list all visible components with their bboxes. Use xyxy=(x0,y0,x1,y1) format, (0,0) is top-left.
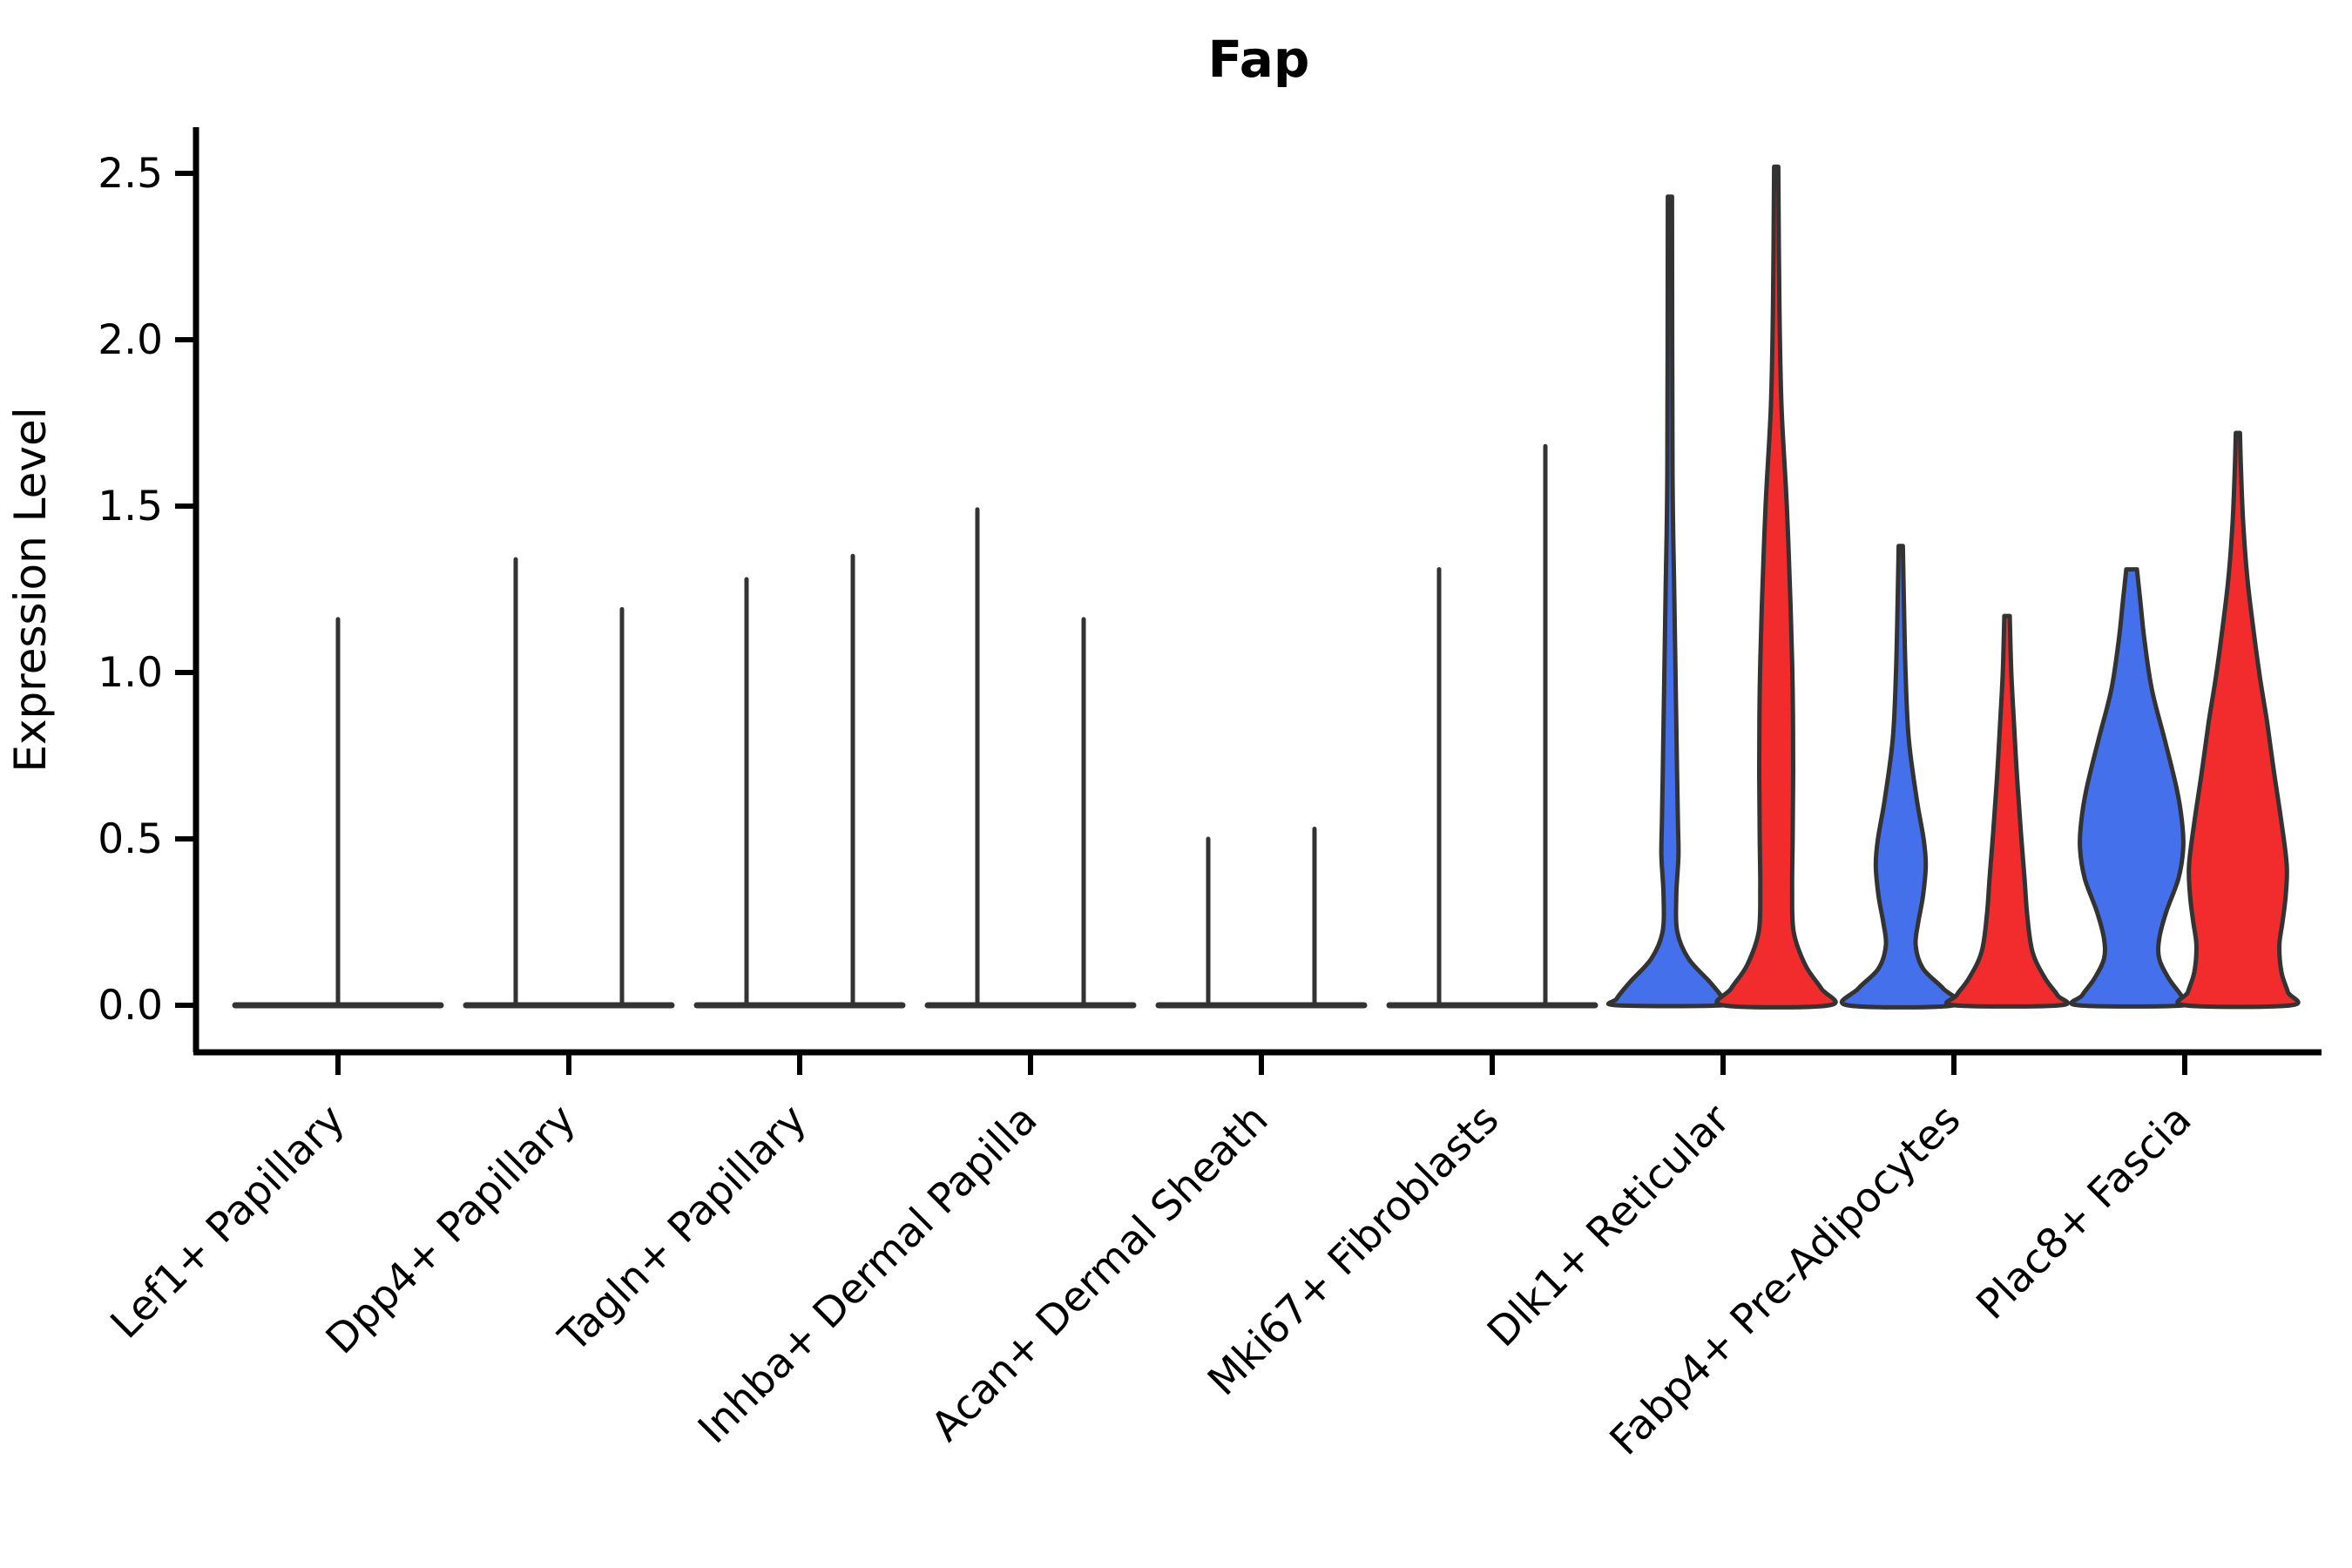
violin-fabp4-pre-adipocytes-red xyxy=(1944,613,2070,1009)
violin-plac8-fascia-blue xyxy=(2069,567,2194,1009)
x-tick-label-tagln-papillary: Tagln+ Papillary xyxy=(550,1096,816,1362)
y-tick-label: 2.5 xyxy=(98,150,163,198)
y-tick-label: 2.0 xyxy=(98,316,163,364)
chart-title: Fap xyxy=(1208,30,1310,89)
y-tick-label: 0.0 xyxy=(98,982,163,1030)
violin-fabp4-pre-adipocytes-blue xyxy=(1839,544,1963,1010)
y-axis-label: Expression Level xyxy=(5,407,56,772)
y-tick-label: 1.0 xyxy=(98,649,163,697)
violin-dlk1-reticular-red xyxy=(1714,164,1838,1010)
x-tick-label-lef1-papillary: Lef1+ Papillary xyxy=(102,1096,355,1348)
x-tick-label-dpp4-papillary: Dpp4+ Papillary xyxy=(317,1096,585,1364)
x-tick-label-dlk1-reticular: Dlk1+ Reticular xyxy=(1478,1095,1740,1356)
x-tick-label-plac8-fascia: Plac8+ Fascia xyxy=(1968,1096,2201,1329)
y-tick-label: 0.5 xyxy=(98,815,163,863)
violin-plac8-fascia-red xyxy=(2175,430,2301,1010)
violin-dlk1-reticular-blue xyxy=(1605,194,1734,1009)
y-tick-label: 1.5 xyxy=(98,483,163,531)
